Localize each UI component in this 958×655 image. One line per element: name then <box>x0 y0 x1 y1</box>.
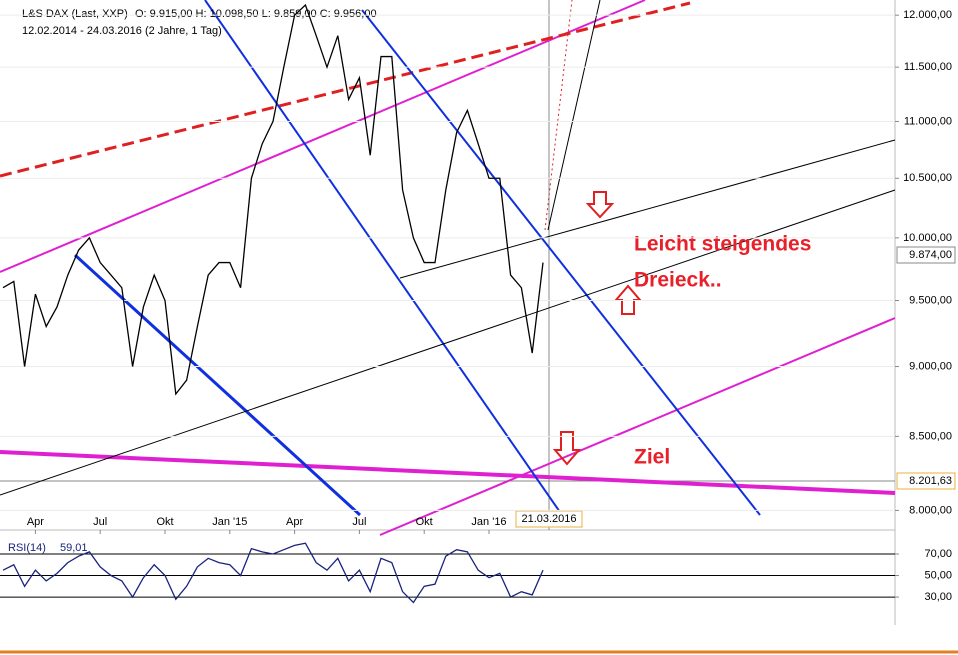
series-line <box>2 3 544 396</box>
y-tick-label: 9.000,00 <box>909 360 952 372</box>
x-tick-label: Apr <box>286 516 303 528</box>
trendline <box>0 0 646 273</box>
instrument: L&S DAX (Last, XXP) <box>22 8 128 20</box>
x-tick-label: Jan '15 <box>212 516 247 528</box>
annotation: Ziel <box>634 446 670 469</box>
date-tag <box>515 510 583 528</box>
date-tag-label: 21.03.2016 <box>521 513 576 525</box>
arrow-up <box>613 284 643 315</box>
trendline <box>0 1 691 178</box>
price-tag <box>896 246 956 264</box>
trendline <box>544 0 573 231</box>
y-tick-label: 9.500,00 <box>909 294 952 306</box>
y-tick-label: 11.000,00 <box>904 115 952 127</box>
x-tick-label: Jul <box>93 516 107 528</box>
period: 12.02.2014 - 24.03.2016 (2 Jahre, 1 Tag) <box>22 25 222 37</box>
arrow-down <box>585 191 615 219</box>
price-tag <box>896 472 956 490</box>
trendline <box>204 0 563 516</box>
arrow-down <box>552 431 582 466</box>
trendline <box>73 253 362 517</box>
x-tick-label: Apr <box>27 516 44 528</box>
y-tick-label: 50,00 <box>924 569 952 581</box>
x-tick-label: Okt <box>156 516 173 528</box>
rsi-value: 59,01 <box>60 542 88 554</box>
rsi-legend: RSI(14) <box>8 542 46 554</box>
trendline <box>0 450 896 495</box>
annotation: Dreieck.. <box>634 269 722 292</box>
trendline <box>547 0 601 231</box>
y-tick-label: 8.000,00 <box>909 504 952 516</box>
y-tick-label: 70,00 <box>924 548 952 560</box>
x-tick-label: Okt <box>416 516 433 528</box>
y-tick-label: 10.000,00 <box>903 232 952 244</box>
annotation: Leicht steigendes <box>634 233 811 256</box>
trendline <box>379 317 896 536</box>
trendline <box>361 9 761 516</box>
x-tick-label: Jul <box>352 516 366 528</box>
series-line <box>2 542 544 604</box>
x-tick-label: Jan '16 <box>471 516 506 528</box>
y-tick-label: 11.500,00 <box>904 61 952 73</box>
price-tag-label: 9.874,00 <box>909 249 952 261</box>
ohlc: O: 9.915,00 H: 10.098,50 L: 9.859,00 C: … <box>135 8 377 20</box>
price-tag-label: 8.201,63 <box>909 475 952 487</box>
y-tick-label: 12.000,00 <box>903 9 952 21</box>
trendline <box>399 139 896 279</box>
y-tick-label: 10.500,00 <box>903 172 952 184</box>
drawings <box>0 0 896 536</box>
y-tick-label: 8.500,00 <box>909 430 952 442</box>
y-tick-label: 30,00 <box>924 591 952 603</box>
trendline <box>0 189 896 496</box>
